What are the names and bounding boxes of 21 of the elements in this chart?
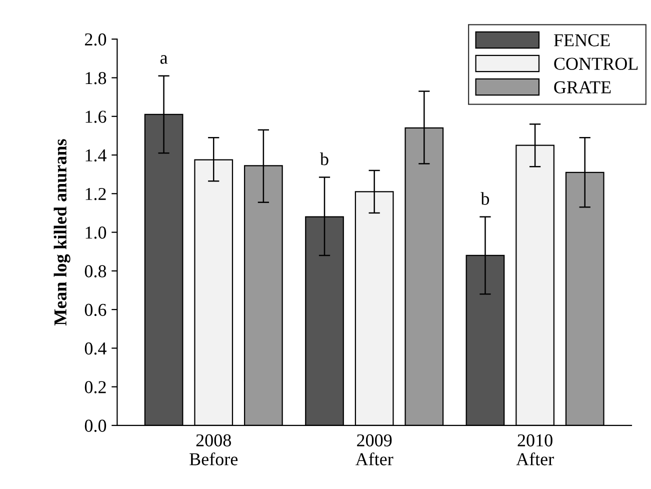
y-tick-label: 1.2 [86, 188, 106, 200]
y-tick-label: 0.2 [84, 381, 106, 394]
y-tick-label: 0.0 [84, 420, 106, 432]
annotation: a [160, 55, 168, 64]
x-tick-label: 2008 Before [190, 434, 238, 466]
annotation: b [480, 192, 490, 205]
y-tick-label: 0.4 [84, 342, 106, 355]
y-axis-title: Mean log killed anurans [54, 139, 70, 326]
y-tick-label: 1.4 [86, 149, 106, 162]
x-tick-label: 2009 After [355, 434, 394, 466]
legend-label: CONTROL [554, 58, 638, 70]
legend-label: FENCE [554, 34, 610, 46]
y-tick-label: 1.6 [86, 110, 106, 123]
legend-label: GRATE [554, 81, 611, 94]
y-tick-label: 2.0 [84, 33, 106, 46]
y-tick-label: 1.0 [86, 226, 106, 239]
annotation: b [320, 152, 328, 166]
y-tick-label: 0.8 [84, 265, 106, 278]
y-tick-label: 1.8 [86, 72, 106, 84]
x-tick-label: 2010 After [516, 434, 554, 466]
y-tick-label: 0.6 [84, 304, 106, 316]
